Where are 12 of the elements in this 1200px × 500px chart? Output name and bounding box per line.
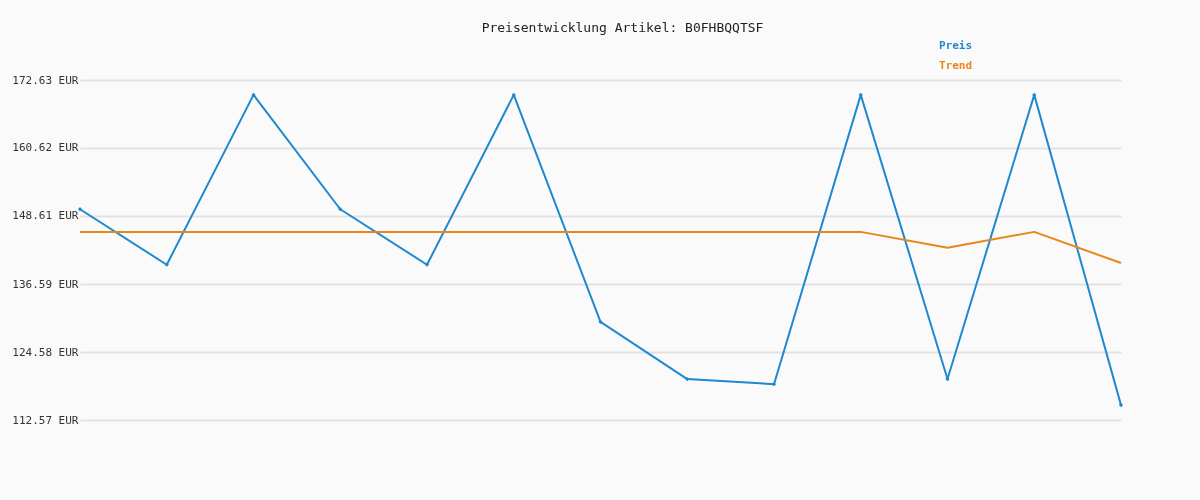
y-tick-label: 160.62 EUR [12,141,79,155]
y-tick-label: 136.59 EUR [12,277,79,291]
y-tick-label: 172.63 EUR [12,73,79,87]
chart-title: Preisentwicklung Artikel: B0FHBQQTSF [481,20,764,35]
y-tick-label: 148.61 EUR [12,209,79,223]
text: Preis [939,39,973,52]
y-tick-label: 124.58 EUR [12,345,79,359]
point [164,262,169,267]
point [338,207,343,212]
text: Trend [939,59,973,72]
point [1118,402,1124,408]
y-tick-label: 112.57 EUR [12,413,79,427]
